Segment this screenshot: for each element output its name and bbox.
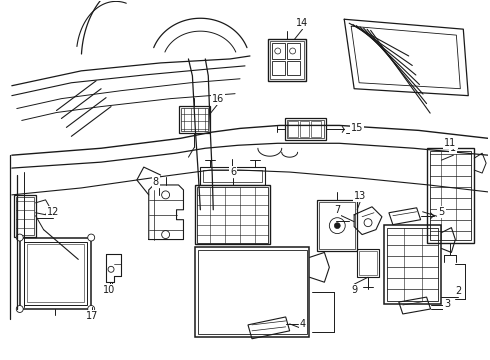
Bar: [270, 41, 303, 79]
Bar: [200, 167, 265, 185]
Circle shape: [88, 306, 95, 312]
Text: 8: 8: [152, 177, 159, 187]
Text: 9: 9: [351, 285, 357, 295]
Bar: [196, 185, 270, 244]
Bar: [430, 151, 471, 239]
Bar: [196, 247, 310, 337]
Circle shape: [108, 266, 114, 272]
Circle shape: [329, 218, 345, 234]
Bar: [312, 121, 321, 137]
Bar: [26, 244, 84, 302]
Bar: [178, 105, 210, 133]
Bar: [16, 197, 34, 235]
Text: 15: 15: [351, 123, 363, 134]
Text: 2: 2: [455, 286, 462, 296]
Circle shape: [88, 234, 95, 241]
Bar: [287, 61, 299, 75]
Bar: [285, 118, 326, 140]
Bar: [357, 249, 379, 277]
Circle shape: [16, 306, 23, 312]
Text: 5: 5: [439, 207, 444, 217]
Circle shape: [334, 223, 340, 229]
Bar: [288, 121, 297, 137]
Circle shape: [162, 231, 170, 239]
Bar: [359, 251, 377, 275]
Bar: [287, 43, 299, 59]
Bar: [198, 251, 307, 334]
Circle shape: [16, 234, 23, 241]
Text: 6: 6: [230, 167, 236, 177]
Bar: [272, 43, 285, 59]
Bar: [268, 39, 306, 81]
Bar: [319, 202, 355, 249]
Bar: [197, 187, 268, 243]
Text: 10: 10: [103, 285, 115, 295]
Circle shape: [162, 191, 170, 199]
Circle shape: [364, 219, 372, 227]
Bar: [387, 228, 439, 301]
Text: 7: 7: [334, 205, 341, 215]
Bar: [24, 242, 87, 305]
Text: 11: 11: [444, 138, 457, 148]
Bar: [272, 61, 285, 75]
Text: 12: 12: [48, 207, 60, 217]
Text: 13: 13: [354, 191, 366, 201]
Bar: [427, 148, 474, 243]
Bar: [287, 121, 324, 138]
Bar: [299, 121, 310, 137]
Text: 17: 17: [86, 311, 98, 321]
Bar: [14, 195, 36, 237]
Bar: [203, 170, 262, 182]
Text: 16: 16: [212, 94, 224, 104]
Text: 4: 4: [299, 319, 306, 329]
Bar: [20, 238, 91, 309]
Text: 3: 3: [444, 299, 450, 309]
Text: 14: 14: [296, 18, 309, 28]
Bar: [384, 225, 441, 304]
Text: 1: 1: [450, 143, 457, 153]
Bar: [318, 200, 357, 251]
Bar: [180, 108, 208, 131]
